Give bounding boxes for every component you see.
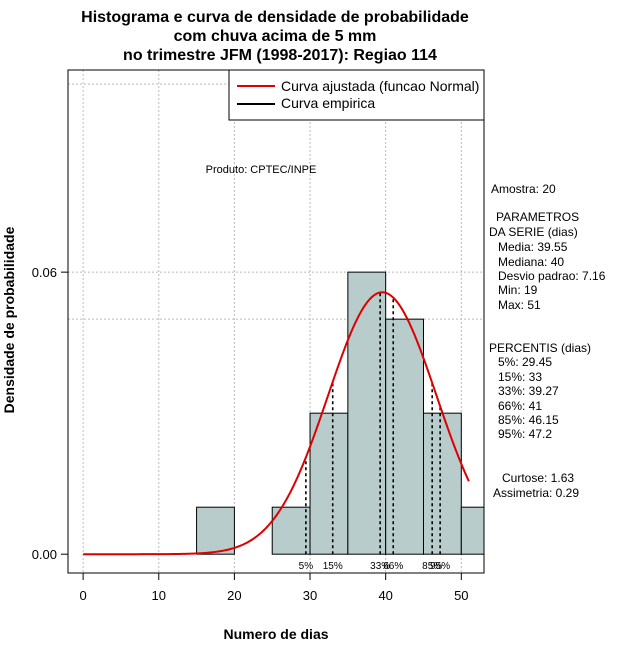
stat-media: Media: 39.55 <box>498 240 568 254</box>
stat-amostra: Amostra: 20 <box>491 182 556 196</box>
stat-params-title-2: DA SERIE (dias) <box>489 225 578 239</box>
stat-desvio: Desvio padrao: 7.16 <box>498 269 606 283</box>
histogram-bar <box>271 506 311 555</box>
x-tick-label: 40 <box>378 588 392 603</box>
percentile-label: 33% <box>370 561 390 572</box>
histogram-bar <box>196 506 235 555</box>
axes-layer: 0 10 20 30 40 50 0.00 0.06 <box>32 265 469 603</box>
stat-p95: 95%: 47.2 <box>498 427 552 441</box>
chart-title-line-2: com chuva acima de 5 mm <box>174 28 377 45</box>
percentile-label: 15% <box>323 561 343 572</box>
stat-p33: 33%: 39.27 <box>498 384 559 398</box>
curve-layer <box>83 291 470 556</box>
stat-max: Max: 51 <box>498 298 541 312</box>
legend-box <box>228 69 485 121</box>
x-tick-label: 30 <box>303 588 317 603</box>
histogram-bar <box>309 412 349 555</box>
legend: Curva ajustada (funcao Normal) Curva emp… <box>228 69 485 121</box>
stat-p66: 66%: 41 <box>498 399 542 413</box>
y-tick-label: 0.06 <box>32 265 57 280</box>
percentile-label: 95% <box>430 561 450 572</box>
histogram-bar <box>385 318 424 555</box>
percentile-label: 66% <box>383 561 403 572</box>
histogram-bar <box>460 506 485 555</box>
x-axis-label: Numero de dias <box>223 626 328 642</box>
x-tick-label: 50 <box>454 588 468 603</box>
percentile-label: 85% <box>422 561 442 572</box>
legend-label-normal: Curva ajustada (funcao Normal) <box>281 78 479 94</box>
stat-p5: 5%: 29.45 <box>498 355 552 369</box>
stat-mediana: Mediana: 40 <box>498 255 564 269</box>
x-tick-label: 0 <box>80 588 87 603</box>
y-tick-label: 0.00 <box>32 547 57 562</box>
stat-assimetria: Assimetria: 0.29 <box>493 486 579 500</box>
chart-title-line-3: no trimestre JFM (1998-2017): Regiao 114 <box>123 47 437 64</box>
percentile-label: 5% <box>299 561 314 572</box>
stat-min: Min: 19 <box>498 283 538 297</box>
x-tick-label: 10 <box>152 588 166 603</box>
statistics-panel: Amostra: 20 PARAMETROS DA SERIE (dias) M… <box>489 182 606 500</box>
x-tick-label: 20 <box>227 588 241 603</box>
bars-layer <box>196 271 485 555</box>
histogram-bar <box>347 271 387 555</box>
stat-curtose: Curtose: 1.63 <box>502 471 574 485</box>
product-annotation: Produto: CPTEC/INPE <box>206 164 317 176</box>
legend-label-empirical: Curva empirica <box>281 95 375 111</box>
percentile-lines-layer: 5% 15% 33%66% 85%95% <box>299 292 450 572</box>
chart-title-line-1: Histograma e curva de densidade de proba… <box>81 9 469 26</box>
normal-curve <box>83 291 470 556</box>
y-axis-label: Densidade de probabilidade <box>1 226 17 413</box>
stat-p85: 85%: 46.15 <box>498 413 559 427</box>
stat-params-title-1: PARAMETROS <box>496 210 579 224</box>
histogram-bar <box>422 412 462 555</box>
stat-percentis-title: PERCENTIS (dias) <box>489 341 591 355</box>
stat-p15: 15%: 33 <box>498 370 542 384</box>
